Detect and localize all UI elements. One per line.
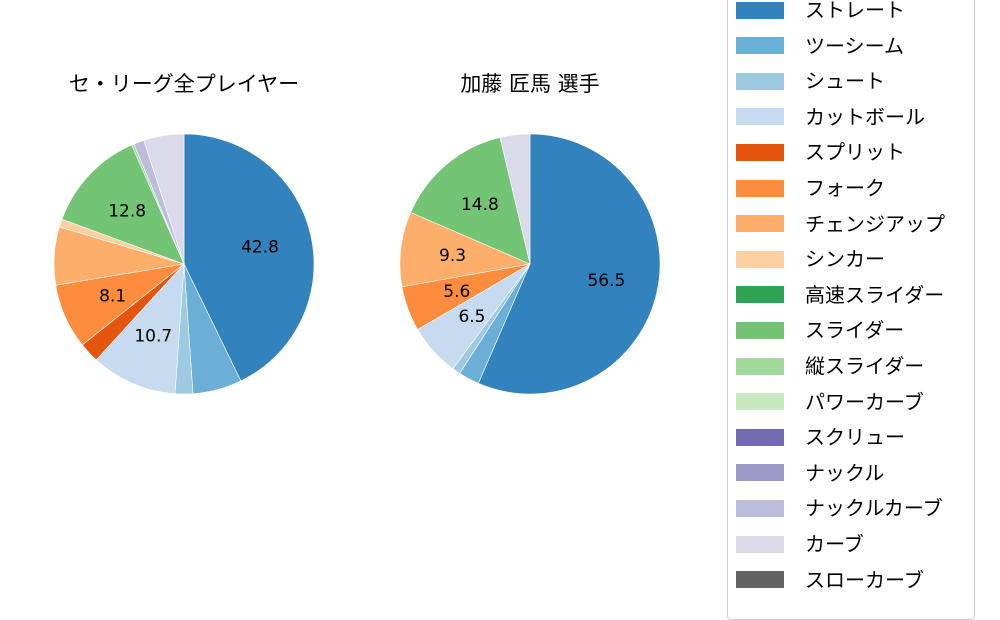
legend-swatch	[736, 215, 784, 233]
legend-swatch	[736, 428, 784, 446]
legend-label: スクリュー	[805, 425, 905, 450]
slice-value-label: 10.7	[134, 327, 172, 347]
pie-slice	[499, 133, 531, 265]
legend-swatch	[736, 321, 784, 339]
pie-slice	[410, 137, 531, 265]
legend-label: ストレート	[805, 0, 905, 22]
legend-swatch	[736, 143, 784, 161]
legend-swatch	[736, 250, 784, 268]
legend-label: 高速スライダー	[805, 282, 945, 307]
legend-swatch	[736, 72, 784, 90]
legend-label: チェンジアップ	[805, 211, 945, 236]
legend-item: 縦スライダー	[736, 356, 924, 376]
legend-label: シュート	[805, 69, 885, 94]
legend-label: ナックル	[805, 460, 885, 485]
pie-title-league: セ・リーグ全プレイヤー	[68, 72, 300, 96]
pie-slice	[183, 133, 315, 382]
legend-item: シュート	[736, 71, 885, 91]
legend-item: スプリット	[736, 142, 905, 162]
legend-swatch	[736, 535, 784, 553]
pie-slice	[61, 144, 185, 265]
pie-charts: 42.8 10.7 8.1 12.8 56.5 6.5 5.6 9.3 14.8	[53, 133, 661, 395]
legend-label: スライダー	[805, 318, 905, 343]
legend-label: カットボール	[805, 104, 925, 129]
legend: ストレートツーシームシュートカットボール スプリットフォークチェンジアップ シンカー…	[727, 0, 975, 620]
legend-swatch	[736, 357, 784, 375]
legend-item: スライダー	[736, 320, 904, 340]
slice-value-label: 5.6	[443, 282, 470, 302]
slice-value-label: 8.1	[99, 287, 126, 307]
legend-label: スプリット	[805, 140, 905, 165]
legend-item: スクリュー	[736, 427, 905, 447]
legend-swatch	[736, 37, 784, 55]
slice-value-label: 14.8	[461, 195, 499, 215]
legend-item: カーブ	[736, 534, 864, 554]
slice-value-label: 12.8	[108, 202, 146, 222]
legend-item: パワーカーブ	[736, 392, 924, 412]
legend-swatch	[736, 464, 784, 482]
legend-item: ナックルカーブ	[736, 498, 943, 518]
slice-value-label: 56.5	[587, 271, 625, 291]
legend-label: スローカーブ	[805, 567, 924, 592]
legend-item: ナックル	[736, 463, 884, 483]
slice-value-label: 42.8	[241, 238, 279, 258]
legend-item: カットボール	[736, 107, 925, 127]
legend-swatch	[736, 108, 784, 126]
legend-label: フォーク	[805, 176, 885, 200]
legend-label: ツーシーム	[805, 33, 904, 58]
legend-swatch	[736, 499, 784, 517]
legend-label: ナックルカーブ	[805, 496, 943, 521]
legend-item: 高速スライダー	[736, 285, 944, 305]
legend-label: パワーカーブ	[805, 389, 924, 414]
legend-swatch	[736, 179, 784, 197]
legend-swatch	[736, 393, 784, 411]
pie-chart-league: 42.8 10.7 8.1 12.8	[53, 133, 315, 395]
legend-item: ストレート	[736, 0, 905, 20]
pie-slice	[95, 263, 185, 395]
legend-item: ツーシーム	[736, 36, 904, 56]
legend-label: カーブ	[805, 532, 864, 556]
legend-item: シンカー	[736, 249, 885, 269]
legend-label: シンカー	[805, 247, 885, 272]
slice-value-label: 9.3	[439, 246, 466, 266]
legend-label: 縦スライダー	[805, 354, 925, 378]
pie-title-player: 加藤 匠馬 選手	[460, 72, 600, 96]
pie-slice	[143, 133, 185, 265]
legend-item: スローカーブ	[736, 570, 924, 590]
pie-chart-player: 56.5 6.5 5.6 9.3 14.8	[399, 133, 661, 395]
legend-item: フォーク	[736, 178, 885, 198]
legend-item: チェンジアップ	[736, 214, 945, 234]
slice-value-label: 6.5	[458, 307, 485, 327]
pie-slice	[477, 133, 661, 395]
legend-swatch	[736, 571, 784, 589]
legend-swatch	[736, 1, 784, 19]
legend-swatch	[736, 286, 784, 304]
